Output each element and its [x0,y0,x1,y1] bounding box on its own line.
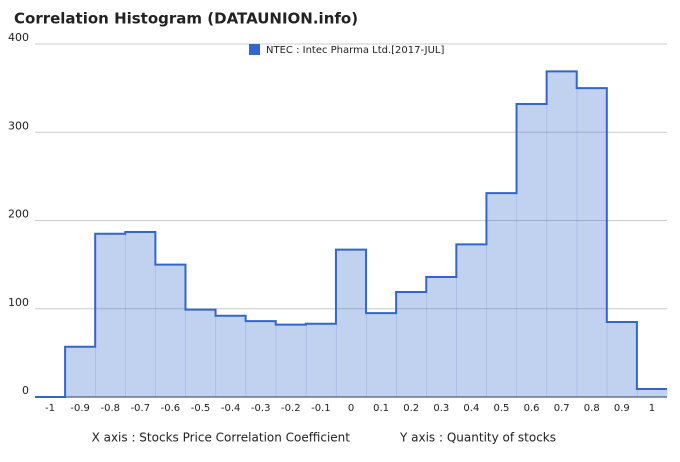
bar [486,193,518,397]
x-tick-label: -0.8 [100,403,120,414]
y-tick-label: 400 [8,31,29,44]
bar [335,249,367,397]
bar [576,88,608,397]
x-tick-label: -0.3 [251,403,271,414]
bar [65,346,96,397]
bar [456,244,487,397]
bar [546,71,578,398]
x-tick-label: -1 [45,403,55,414]
x-tick-label: -0.4 [221,403,241,414]
x-tick-label: 0.9 [614,403,630,414]
x-tick-label: 0.8 [584,403,600,414]
x-tick-label: -0.1 [311,403,331,414]
bar [215,315,247,397]
x-tick-label: -0.6 [161,403,181,414]
bar [366,313,397,397]
x-tick-label: 0.4 [463,403,479,414]
y-tick-label: 100 [8,296,29,309]
x-tick-label: 0.3 [433,403,449,414]
bar [305,323,337,397]
x-tick-label: -0.7 [131,403,151,414]
legend-swatch [249,44,260,55]
x-tick-label: 0.6 [524,403,540,414]
bar [636,389,668,397]
step-outline [35,70,667,398]
x-axis-label: X axis : Stocks Price Correlation Coeffi… [92,431,351,445]
y-tick-label: 300 [8,119,29,132]
y-tick-label: 200 [8,208,29,221]
x-tick-label: 0.5 [494,403,510,414]
bar [245,321,277,397]
x-tick-label: 1 [649,403,655,414]
bar [396,291,427,397]
x-tick-label: 0.1 [373,403,389,414]
bar [606,321,638,397]
x-tick-label: 0.2 [403,403,419,414]
x-tick-label: -0.5 [191,403,211,414]
chart-title: Correlation Histogram (DATAUNION.info) [14,10,358,28]
bar [155,264,186,397]
bar [185,309,217,397]
y-axis-label: Y axis : Quantity of stocks [399,431,556,445]
bar [275,324,307,397]
bar [125,231,156,397]
x-tick-label: -0.9 [70,403,90,414]
legend-label: NTEC : Intec Pharma Ltd.[2017-JUL] [266,45,445,56]
x-tick-label: 0 [348,403,354,414]
x-tick-label: -0.2 [281,403,301,414]
bar [426,276,457,397]
bar [516,104,548,397]
bar [95,233,126,397]
y-tick-label: 0 [22,384,29,397]
x-tick-label: 0.7 [554,403,570,414]
